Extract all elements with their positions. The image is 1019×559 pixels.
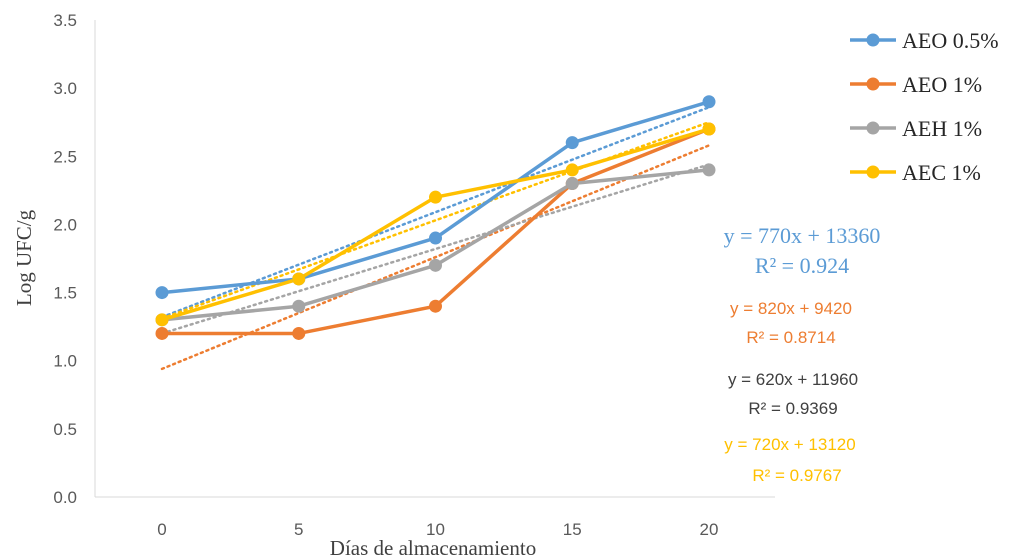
y-tick-label: 2.0 (53, 215, 77, 234)
y-tick-label: 1.5 (53, 284, 77, 303)
data-point (429, 258, 442, 272)
data-point (429, 299, 442, 313)
legend-swatch-marker (866, 165, 880, 179)
trendline (160, 144, 711, 371)
x-tick-label: 10 (426, 520, 445, 539)
trendline-equations: y = 770x + 13360 R² = 0.924 y = 820x + 9… (724, 223, 881, 485)
series-markers (155, 95, 716, 340)
data-point (702, 163, 716, 177)
trendline-r-squared: R² = 0.924 (755, 253, 849, 278)
y-tick-labels: 0.0 0.5 1.0 1.5 2.0 2.5 3.0 3.5 (53, 11, 77, 507)
axes (94, 20, 775, 498)
trendline (160, 120, 711, 320)
data-point (702, 95, 716, 109)
trendline-equation: y = 770x + 13360 (724, 223, 881, 248)
y-tick-label: 3.5 (53, 11, 77, 30)
x-axis-title: Días de almacenamiento (330, 536, 536, 559)
trendline-equation: y = 820x + 9420 (730, 299, 852, 318)
legend-item-aeo-05: AEO 0.5% (850, 28, 999, 53)
legend-swatch-marker (866, 33, 880, 47)
trendline-equation: y = 720x + 13120 (724, 435, 855, 454)
y-tick-label: 0.5 (53, 420, 77, 439)
series-lines (161, 100, 710, 336)
y-tick-label: 0.0 (53, 488, 77, 507)
legend-swatch-marker (866, 121, 880, 135)
data-point (155, 326, 169, 340)
x-tick-labels: 0 5 10 15 20 (157, 520, 718, 539)
x-tick-label: 15 (563, 520, 582, 539)
legend-item-aec-1: AEC 1% (850, 160, 981, 185)
data-point (292, 299, 306, 313)
data-point (155, 313, 169, 327)
trendline-r-squared: R² = 0.8714 (746, 328, 835, 347)
legend-item-aeh-1: AEH 1% (850, 116, 982, 141)
x-tick-label: 5 (294, 520, 303, 539)
data-point (292, 272, 306, 286)
trendline-equation: y = 620x + 11960 (728, 370, 858, 389)
data-point (702, 122, 716, 136)
data-point (565, 163, 579, 177)
y-tick-label: 1.0 (53, 352, 77, 371)
x-tick-label: 0 (157, 520, 166, 539)
x-tick-label: 20 (700, 520, 719, 539)
legend: AEO 0.5% AEO 1% AEH 1% AEC 1% (850, 28, 999, 185)
data-point (565, 177, 579, 191)
y-axis-title: Log UFC/g (12, 209, 36, 306)
legend-swatch-marker (866, 77, 880, 91)
trendline (160, 163, 711, 335)
data-point (429, 231, 442, 245)
trendline-r-squared: R² = 0.9369 (748, 399, 837, 418)
data-point (429, 190, 442, 204)
legend-label: AEO 0.5% (902, 28, 999, 53)
data-point (155, 286, 169, 300)
legend-item-aeo-1: AEO 1% (850, 72, 982, 97)
y-tick-label: 3.0 (53, 79, 77, 98)
trendline-r-squared: R² = 0.9767 (752, 466, 841, 485)
legend-label: AEC 1% (902, 160, 981, 185)
legend-label: AEO 1% (902, 72, 982, 97)
data-point (292, 326, 306, 340)
y-tick-label: 2.5 (53, 147, 77, 166)
legend-label: AEH 1% (902, 116, 982, 141)
data-point (565, 136, 579, 150)
series-line (161, 127, 710, 322)
